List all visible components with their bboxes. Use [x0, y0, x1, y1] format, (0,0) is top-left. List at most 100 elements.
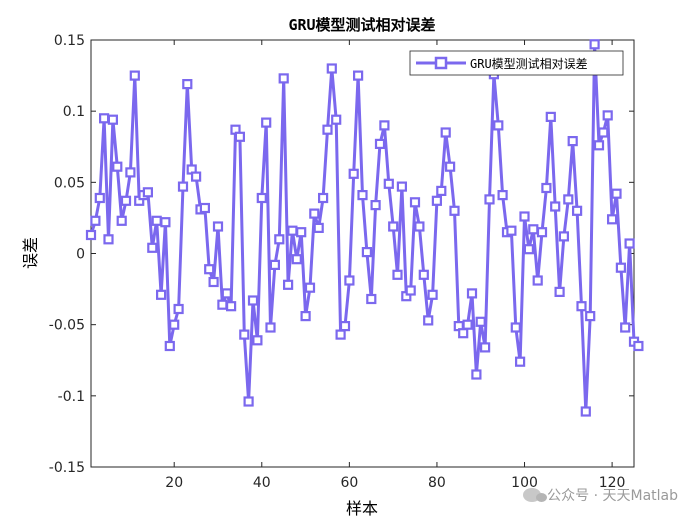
- x-tick-label: 100: [511, 475, 538, 491]
- data-point-8: [116, 215, 127, 226]
- data-point-25: [191, 171, 202, 182]
- data-point-55: [322, 124, 333, 135]
- x-tick-label: 120: [599, 475, 626, 491]
- y-tick-label: -0.15: [49, 460, 85, 476]
- data-point-102: [528, 224, 539, 235]
- data-point-33: [226, 301, 237, 312]
- data-point-37: [243, 396, 254, 407]
- data-point-9: [120, 195, 132, 206]
- data-point-65: [366, 293, 377, 305]
- data-point-103: [532, 275, 543, 286]
- data-point-77: [418, 269, 429, 280]
- watermark: 公众号 · 天天Matlab: [523, 485, 678, 505]
- data-point-100: [519, 211, 530, 222]
- data-point-11: [129, 70, 140, 81]
- x-tick-label: 40: [253, 475, 271, 491]
- data-point-22: [177, 181, 189, 192]
- data-point-99: [514, 356, 526, 367]
- data-point-71: [392, 269, 403, 280]
- series-markers: [85, 39, 644, 417]
- data-point-32: [221, 288, 232, 299]
- data-point-29: [208, 276, 219, 288]
- data-point-109: [558, 231, 570, 242]
- data-point-69: [383, 178, 394, 189]
- wechat-icon: [523, 488, 548, 502]
- data-point-56: [326, 63, 337, 74]
- data-point-126: [633, 340, 644, 352]
- x-tick-label: 80: [428, 475, 446, 491]
- data-point-48: [291, 254, 302, 265]
- data-point-3: [94, 192, 105, 204]
- data-point-74: [405, 285, 416, 296]
- series-line: [89, 42, 640, 413]
- data-point-119: [602, 110, 613, 121]
- data-point-106: [545, 111, 556, 123]
- data-point-14: [142, 187, 153, 198]
- data-point-101: [523, 244, 535, 255]
- legend-marker-sample: [434, 56, 448, 70]
- data-point-92: [484, 194, 495, 205]
- data-point-40: [256, 192, 267, 204]
- data-point-60: [344, 275, 355, 286]
- data-point-50: [300, 311, 311, 322]
- data-point-115: [585, 311, 596, 322]
- data-point-4: [98, 113, 110, 124]
- legend: GRU模型测试相对误差: [409, 50, 624, 76]
- y-axis-label: 误差: [21, 237, 40, 269]
- data-point-75: [409, 197, 421, 208]
- x-tick-label: 20: [165, 475, 183, 491]
- data-point-87: [462, 319, 473, 330]
- data-point-21: [173, 303, 184, 315]
- data-point-6: [107, 114, 119, 125]
- data-point-18: [160, 217, 171, 228]
- data-point-116: [589, 39, 600, 50]
- data-point-64: [361, 247, 372, 258]
- data-point-28: [204, 264, 215, 275]
- y-tick-label: -0.05: [49, 318, 85, 334]
- x-tick-label: 60: [340, 475, 358, 491]
- data-point-86: [458, 328, 469, 339]
- data-point-30: [212, 221, 224, 232]
- data-point-97: [506, 225, 517, 236]
- data-point-78: [423, 315, 434, 326]
- axis-tick-labels: 20 40 60 80 100 120 -0.15 -0.1 -0.05 0 0.05 0.1 0.15: [49, 33, 626, 491]
- data-point-72: [396, 181, 407, 192]
- axis-ticks: [91, 39, 634, 468]
- data-point-62: [353, 70, 364, 81]
- data-point-122: [615, 262, 627, 273]
- y-tick-label: 0.05: [54, 175, 85, 191]
- data-point-27: [199, 202, 210, 214]
- data-point-114: [580, 406, 591, 417]
- data-point-7: [112, 161, 123, 172]
- data-point-43: [269, 259, 280, 270]
- data-point-113: [576, 301, 587, 312]
- data-point-15: [147, 242, 158, 253]
- data-point-63: [357, 190, 368, 201]
- y-tick-label: 0: [76, 247, 85, 263]
- data-point-31: [217, 299, 228, 310]
- data-point-70: [388, 221, 399, 232]
- data-point-2: [90, 215, 101, 226]
- data-point-108: [554, 286, 565, 297]
- data-point-120: [606, 214, 618, 225]
- data-point-68: [379, 120, 390, 131]
- legend-entry: GRU模型测试相对误差: [470, 56, 588, 71]
- data-point-83: [445, 161, 456, 172]
- data-point-111: [567, 136, 578, 147]
- data-point-57: [331, 114, 342, 125]
- data-point-84: [449, 205, 460, 216]
- data-point-124: [624, 238, 635, 249]
- data-point-17: [156, 289, 167, 300]
- data-point-38: [247, 295, 259, 306]
- data-point-81: [436, 185, 447, 196]
- data-point-44: [274, 234, 285, 245]
- data-point-88: [466, 288, 478, 299]
- data-point-98: [510, 322, 521, 333]
- y-tick-label: -0.1: [58, 389, 85, 405]
- data-point-10: [125, 167, 136, 178]
- data-point-53: [313, 222, 324, 233]
- data-point-5: [103, 234, 114, 245]
- data-point-41: [261, 117, 272, 128]
- data-point-94: [493, 120, 504, 131]
